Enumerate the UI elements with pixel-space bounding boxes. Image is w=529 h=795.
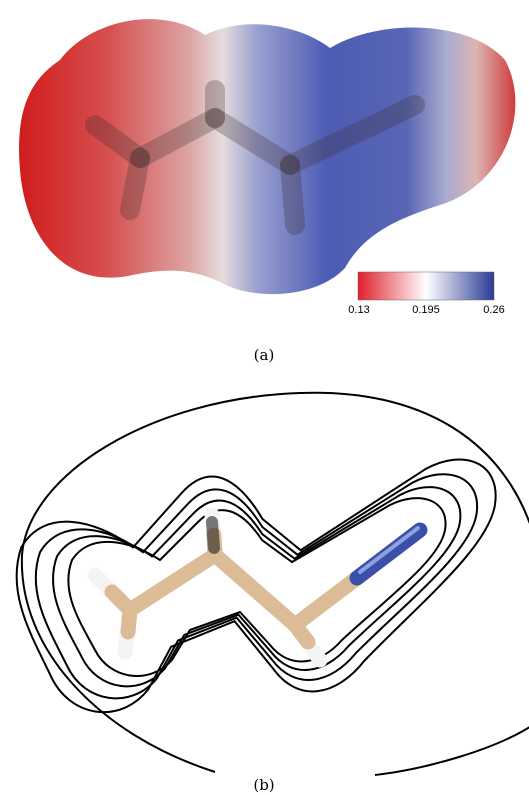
- molecule: [87, 507, 428, 668]
- panel-a: 0.13 0.195 0.26 (a): [19, 19, 516, 364]
- colorbar-tick: 0.195: [412, 304, 440, 316]
- colorbar-tick: 0.26: [483, 304, 504, 316]
- skeleton: [85, 80, 425, 235]
- panel-label: (b): [253, 776, 274, 794]
- colorbar: [357, 271, 495, 301]
- panel-label: (a): [254, 346, 275, 364]
- surface: [19, 19, 516, 295]
- colorbar-tick: 0.13: [348, 304, 369, 316]
- panel-b: (b): [15, 391, 529, 794]
